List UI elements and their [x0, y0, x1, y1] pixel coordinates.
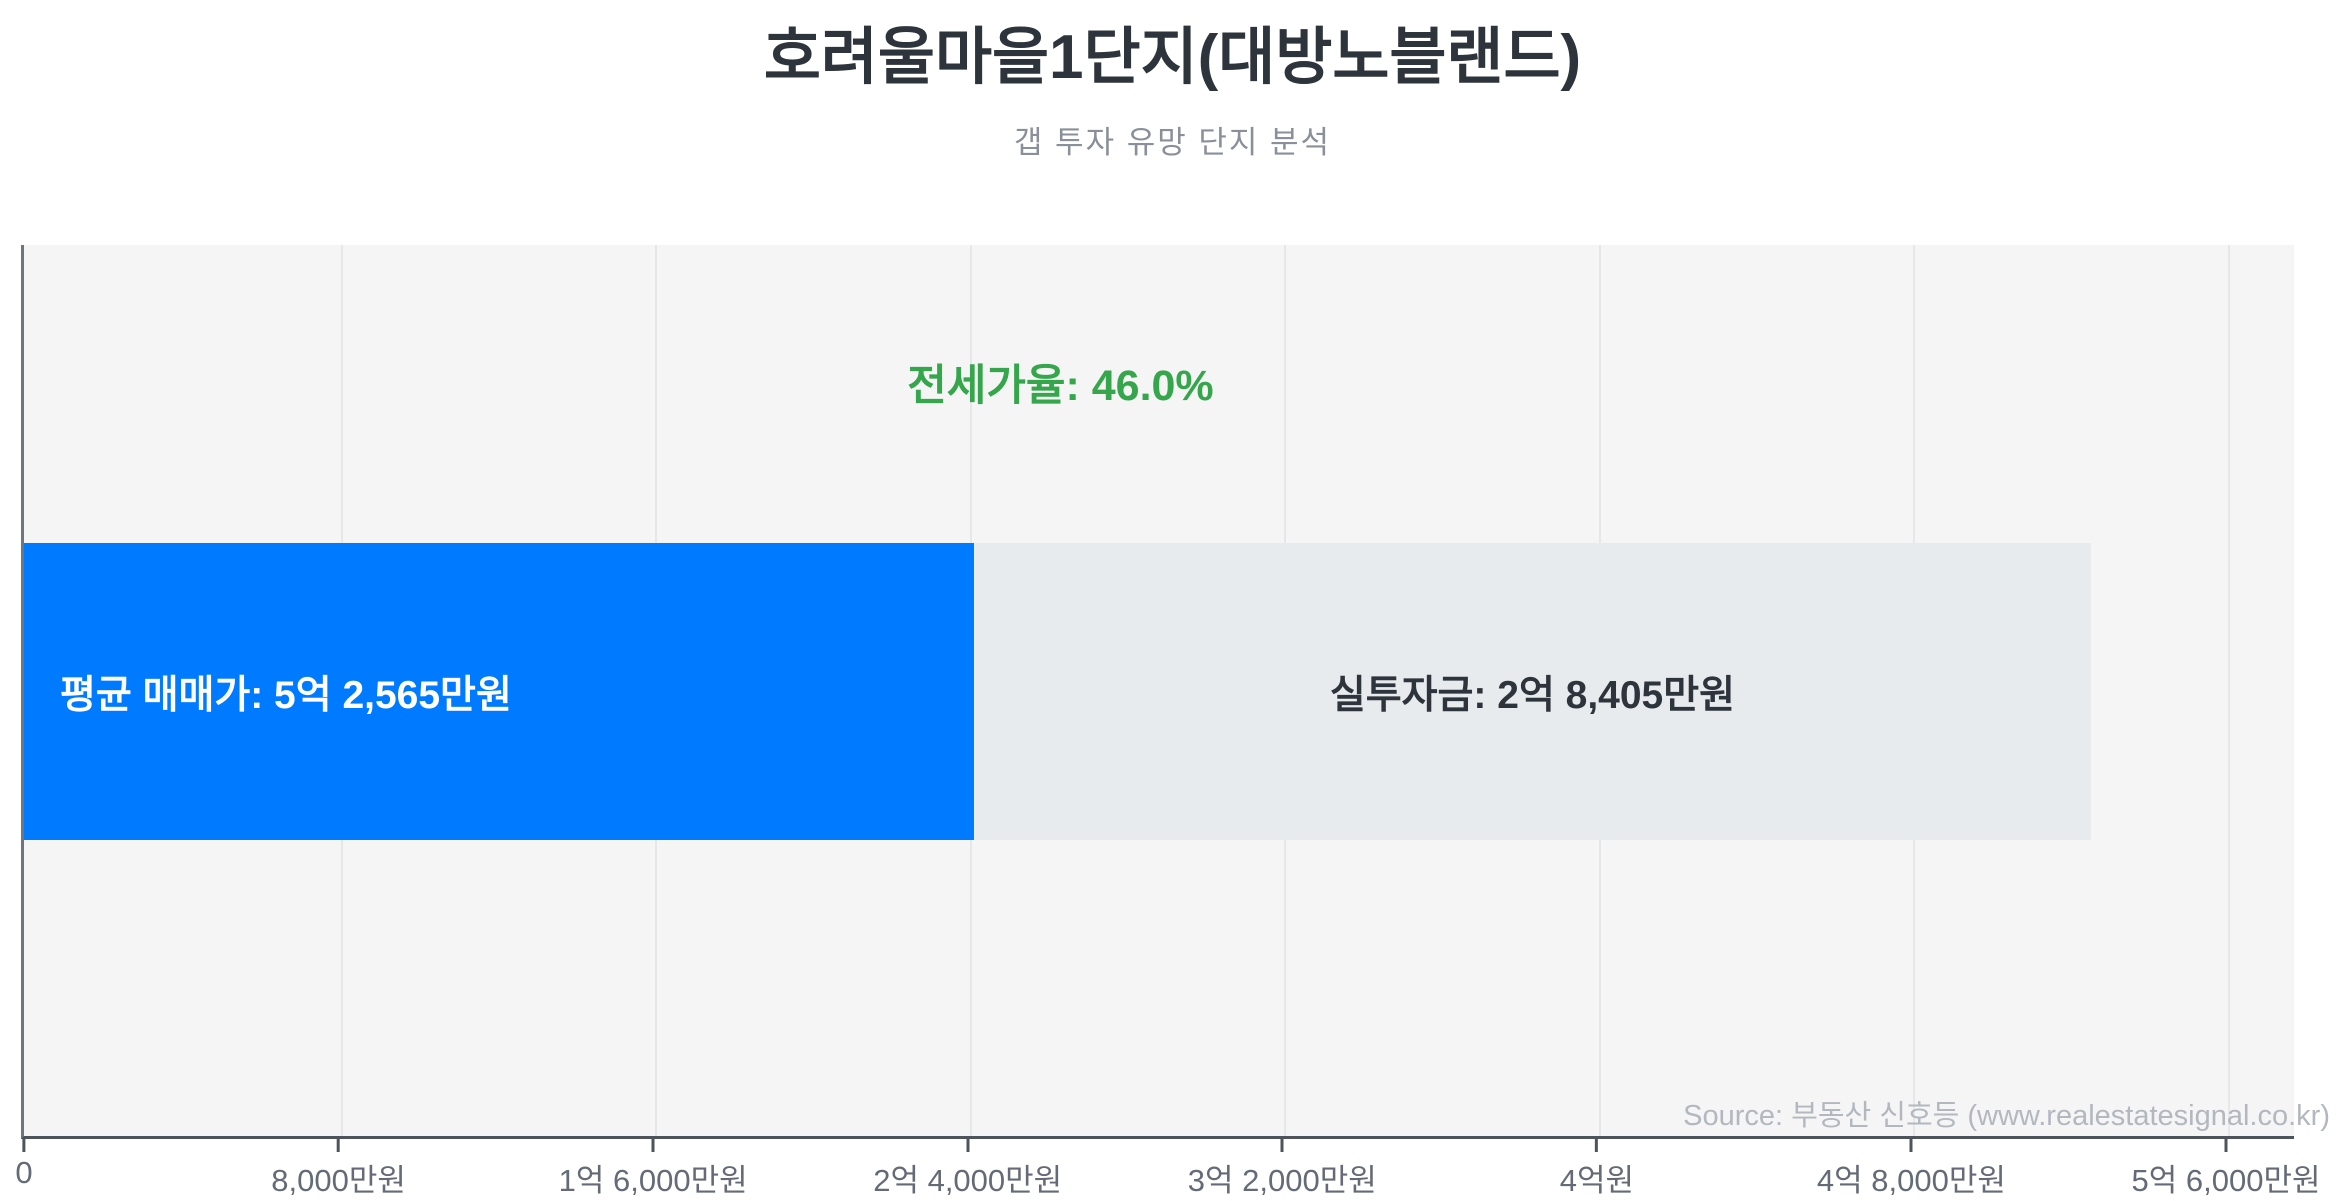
- x-axis-tick: 3억 2,000만원: [1188, 1139, 1377, 1200]
- bar-segment-jeonse-portion: 평균 매매가: 5억 2,565만원: [24, 543, 974, 840]
- tick-mark: [651, 1139, 655, 1152]
- jeonse-ratio-annotation: 전세가율: 46.0%: [907, 362, 1214, 410]
- x-axis-tick: 8,000만원: [271, 1139, 406, 1200]
- tick-label: 5억 6,000만원: [2131, 1163, 2321, 1198]
- net-investment-label: 실투자금: 2억 8,405만원: [1329, 673, 1736, 717]
- bar-segment-net-investment: 실투자금: 2억 8,405만원: [974, 543, 2091, 840]
- x-axis-tick: 5억 6,000만원: [2132, 1139, 2321, 1200]
- x-axis-tick: 0: [15, 1139, 33, 1191]
- tick-mark: [22, 1139, 26, 1152]
- x-axis-tick: 4억 8,000만원: [1817, 1139, 2006, 1200]
- tick-label: 3억 2,000만원: [1187, 1163, 1377, 1198]
- tick-mark: [1909, 1139, 1913, 1152]
- tick-mark: [966, 1139, 970, 1152]
- x-axis-tick: 4억원: [1560, 1139, 1634, 1200]
- tick-label: 4억원: [1559, 1163, 1634, 1198]
- tick-mark: [1595, 1139, 1599, 1152]
- x-axis: 0 8,000만원 1억 6,000만원 2억 4,000만원 3억 2,000만원 4억…: [15, 1139, 2321, 1201]
- tick-label: 1억 6,000만원: [558, 1163, 748, 1198]
- tick-mark: [337, 1139, 341, 1152]
- tick-label: 2억 4,000만원: [873, 1163, 1063, 1198]
- tick-label: 4억 8,000만원: [1816, 1163, 2006, 1198]
- source-credit: Source: 부동산 신호등 (www.realestatesignal.co…: [1683, 1100, 2330, 1132]
- x-axis-tick: 1억 6,000만원: [559, 1139, 748, 1200]
- tick-mark: [1280, 1139, 1284, 1152]
- tick-mark: [2224, 1139, 2228, 1152]
- stacked-bar: 평균 매매가: 5억 2,565만원 실투자금: 2억 8,405만원: [24, 543, 2091, 840]
- tick-label: 0: [15, 1155, 33, 1190]
- chart-title: 호려울마을1단지(대방노블랜드): [763, 23, 1582, 92]
- plot-area: 전세가율: 46.0% 평균 매매가: 5억 2,565만원 실투자금: 2억 …: [21, 245, 2330, 1139]
- x-axis-tick: 2억 4,000만원: [873, 1139, 1062, 1200]
- chart-subtitle: 갭 투자 유망 단지 분석: [1013, 125, 1332, 160]
- sale-price-label: 평균 매매가: 5억 2,565만원: [60, 673, 512, 717]
- gridline: [2228, 245, 2230, 1136]
- tick-label: 8,000만원: [271, 1163, 406, 1198]
